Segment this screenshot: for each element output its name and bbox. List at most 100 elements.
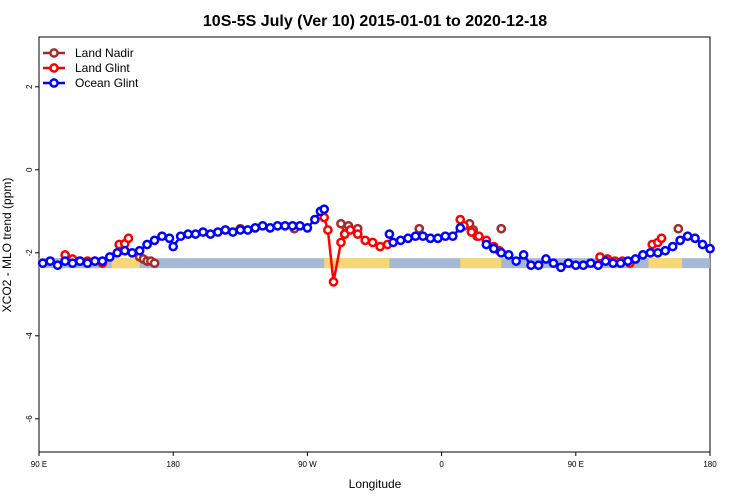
data-point	[310, 214, 320, 225]
data-point	[190, 229, 201, 239]
data-point	[336, 237, 346, 248]
data-point	[615, 258, 626, 269]
data-point	[280, 220, 290, 231]
data-point	[119, 245, 130, 256]
data-point	[250, 223, 261, 233]
data-point	[518, 250, 529, 260]
data-point	[323, 225, 333, 235]
data-point	[67, 258, 78, 269]
data-point	[455, 223, 466, 233]
data-point	[447, 231, 458, 242]
legend-marker	[49, 63, 59, 73]
data-point	[302, 223, 313, 233]
data-point	[526, 260, 536, 271]
legend-label: Ocean Glint	[75, 76, 139, 90]
data-point	[556, 262, 566, 273]
legend-marker	[49, 78, 59, 88]
data-point	[257, 220, 268, 231]
data-point	[578, 260, 589, 271]
data-point	[220, 225, 231, 235]
data-point	[149, 258, 160, 269]
data-point	[198, 227, 208, 237]
x-tick-label: 0	[439, 460, 444, 469]
data-point	[319, 204, 330, 215]
data-point	[360, 235, 371, 246]
data-point	[440, 231, 451, 242]
data-point	[503, 250, 514, 260]
legend-marker	[49, 48, 59, 58]
data-point	[149, 235, 160, 246]
data-point	[673, 223, 684, 234]
data-point	[656, 233, 667, 244]
data-point	[496, 247, 507, 258]
data-point	[474, 231, 484, 242]
data-point	[496, 223, 507, 234]
y-axis: 2 0 -2 -4 -6	[25, 84, 39, 422]
y-axis-label: XCO2 - MLO trend (ppm)	[0, 178, 14, 313]
data-point	[213, 227, 223, 237]
data-point	[52, 260, 63, 271]
x-axis-label: Longitude	[349, 477, 402, 491]
data-point	[345, 225, 356, 235]
data-point	[682, 231, 693, 242]
data-point	[367, 237, 378, 248]
data-point	[511, 256, 522, 266]
data-point	[563, 258, 574, 269]
data-point	[183, 229, 193, 239]
data-point	[697, 239, 708, 250]
series-land-glint	[60, 212, 667, 287]
legend-item: Land Glint	[43, 61, 130, 75]
series-ocean-glint	[37, 204, 715, 273]
data-point	[60, 256, 70, 266]
data-point	[675, 235, 686, 246]
land-band-segment	[460, 258, 502, 269]
data-point	[541, 254, 551, 264]
land-band-segment	[111, 258, 140, 269]
data-point	[127, 247, 138, 258]
x-tick-label: 180	[703, 460, 717, 469]
x-tick-label: 180	[167, 460, 181, 469]
data-point	[336, 218, 346, 229]
data-point	[548, 258, 559, 269]
series-layer	[37, 204, 715, 287]
data-point	[295, 220, 305, 231]
data-point	[328, 277, 339, 287]
y-tick-label: 0	[25, 167, 34, 172]
data-point	[235, 225, 246, 235]
data-point	[410, 231, 421, 242]
data-point	[157, 231, 167, 242]
data-point	[481, 239, 492, 250]
data-point	[623, 256, 633, 266]
data-point	[97, 256, 108, 266]
data-point	[466, 227, 477, 237]
data-point	[585, 258, 596, 269]
data-point	[645, 247, 656, 258]
y-tick-label: -6	[25, 415, 34, 423]
x-tick-label: 90 E	[568, 460, 584, 469]
data-point	[375, 241, 385, 252]
data-point	[168, 241, 179, 252]
data-point	[593, 260, 604, 271]
data-point	[638, 250, 648, 260]
data-point	[142, 239, 152, 250]
data-point	[395, 235, 406, 246]
data-point	[175, 231, 186, 242]
data-point	[403, 233, 413, 244]
data-point	[272, 220, 283, 231]
data-point	[608, 258, 618, 269]
data-point	[533, 260, 544, 271]
data-point	[242, 225, 253, 235]
data-point	[660, 245, 671, 256]
data-point	[425, 233, 436, 244]
data-point	[433, 233, 443, 244]
land-band-segment	[324, 258, 390, 269]
data-point	[45, 256, 56, 266]
chart-title: 10S-5S July (Ver 10) 2015-01-01 to 2020-…	[203, 13, 547, 30]
data-point	[164, 233, 175, 244]
legend-item: Land Nadir	[43, 46, 134, 60]
data-point	[227, 227, 238, 237]
y-tick-label: 2	[25, 84, 34, 89]
x-tick-label: 90 E	[31, 460, 47, 469]
data-point	[134, 245, 145, 256]
data-point	[667, 241, 678, 252]
